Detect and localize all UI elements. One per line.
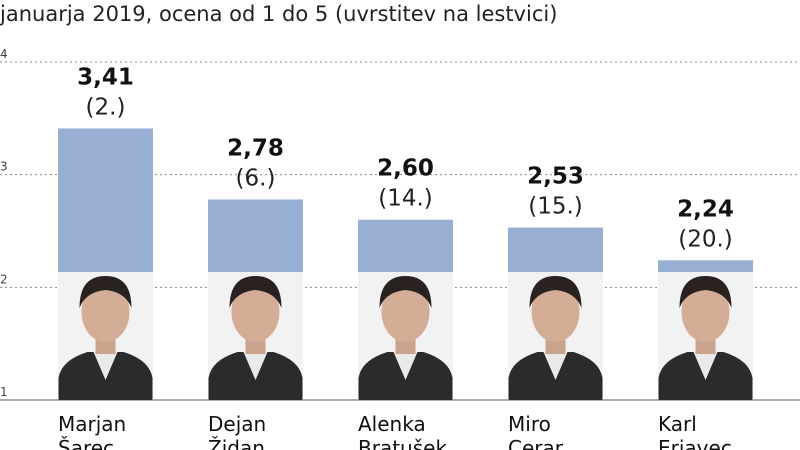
x-tick-label: Marjan — [58, 412, 126, 436]
data-label: 3,41 — [77, 64, 134, 90]
x-tick-label: Šarec — [58, 436, 114, 450]
person-face — [231, 282, 280, 342]
x-tick-label: Erjavec — [658, 436, 732, 450]
data-label: 2,53 — [527, 164, 584, 190]
data-label: 2,60 — [377, 156, 434, 182]
rank-label: (14.) — [378, 186, 433, 212]
rank-label: (20.) — [678, 226, 733, 252]
person-hair — [229, 276, 282, 308]
person-collar — [93, 352, 118, 380]
data-label: 2,24 — [677, 196, 734, 222]
person-collar — [693, 352, 718, 380]
person-collar — [543, 352, 568, 380]
rank-label: (15.) — [528, 194, 583, 220]
data-label: 2,78 — [227, 135, 284, 161]
x-tick-label: Karl — [658, 412, 697, 436]
person-face — [681, 282, 730, 342]
chart-subtitle: januarja 2019, ocena od 1 do 5 (uvrstite… — [0, 2, 558, 26]
politician-photo — [208, 272, 303, 400]
politician-photo — [358, 272, 453, 400]
y-tick-label: 3 — [0, 160, 8, 174]
person-hair — [529, 276, 582, 308]
person-collar — [393, 352, 418, 380]
rank-label: (6.) — [236, 165, 276, 191]
y-tick-label: 1 — [0, 385, 8, 399]
x-tick-label: Dejan — [208, 412, 266, 436]
politician-photo — [58, 272, 153, 400]
x-tick-label: Alenka — [358, 412, 426, 436]
person-face — [381, 282, 430, 342]
person-face — [531, 282, 580, 342]
person-hair — [79, 276, 132, 308]
person-face — [81, 282, 130, 342]
x-tick-label: Cerar — [508, 436, 564, 450]
y-tick-label: 2 — [0, 272, 8, 286]
y-tick-label: 4 — [0, 47, 8, 61]
x-tick-label: Bratušek — [358, 436, 447, 450]
person-hair — [679, 276, 732, 308]
person-hair — [379, 276, 432, 308]
x-tick-label: Miro — [508, 412, 551, 436]
rank-label: (2.) — [86, 94, 126, 120]
politician-photo — [508, 272, 603, 400]
person-collar — [243, 352, 268, 380]
politician-photo — [658, 272, 753, 400]
x-tick-label: Židan — [208, 436, 265, 450]
